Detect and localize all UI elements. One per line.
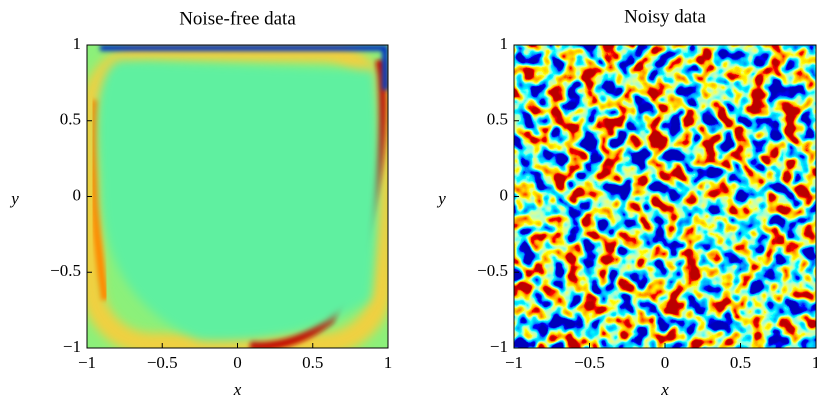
y-tick-label: −0.5 [50, 261, 81, 280]
y-tick-label: 0.5 [60, 110, 81, 129]
x-tick-label: 1 [812, 353, 817, 372]
x-tick-label: −0.5 [147, 353, 178, 372]
x-tick-label: 0.5 [302, 353, 323, 372]
y-axis-label: y [9, 189, 19, 208]
x-axis-label: x [660, 380, 669, 399]
x-tick-label: −1 [78, 353, 96, 372]
chart-title: Noise-free data [179, 8, 296, 29]
field-noise-free [87, 45, 388, 348]
x-tick-label: −0.5 [574, 353, 605, 372]
field-noisy [514, 45, 816, 348]
y-tick-label: −1 [63, 337, 81, 356]
y-tick-label: 1 [73, 34, 82, 53]
y-tick-label: 0 [73, 185, 82, 204]
x-tick-label: −1 [505, 353, 523, 372]
x-tick-label: 0.5 [730, 353, 751, 372]
y-tick-label: −0.5 [477, 261, 508, 280]
y-axis-label: y [436, 189, 446, 208]
y-tick-label: −1 [490, 337, 508, 356]
x-tick-label: 1 [384, 353, 393, 372]
y-tick-label: 0.5 [487, 110, 508, 129]
x-axis-label: x [233, 380, 242, 399]
chart-title: Noisy data [624, 6, 706, 27]
x-tick-label: 0 [233, 353, 242, 372]
y-tick-label: 1 [500, 34, 509, 53]
y-tick-label: 0 [500, 185, 509, 204]
x-tick-label: 0 [661, 353, 670, 372]
